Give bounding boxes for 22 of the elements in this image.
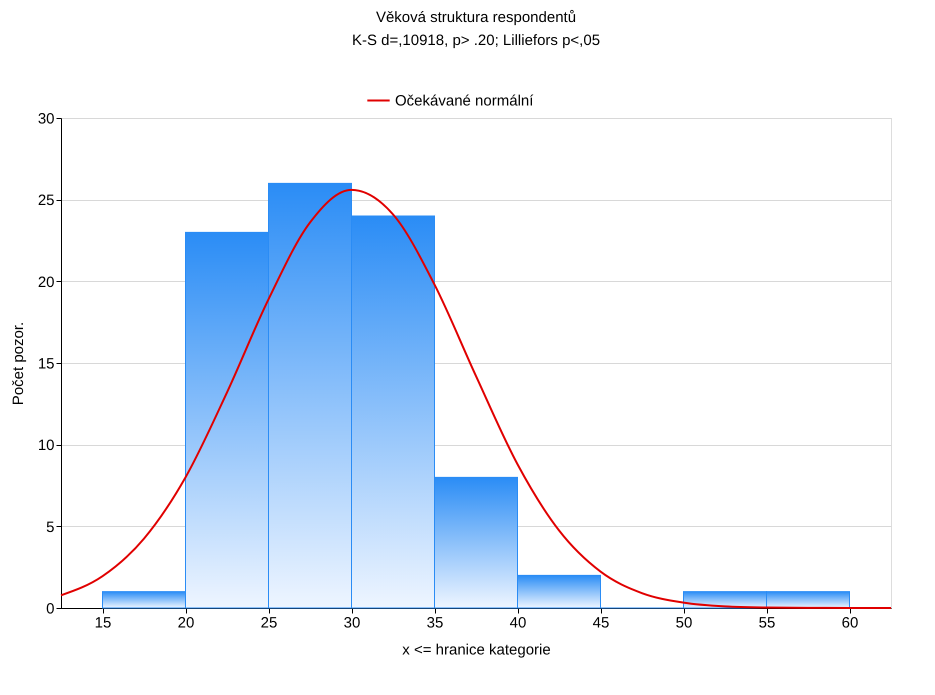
x-tick-label: 50 bbox=[676, 614, 692, 632]
legend-label: Očekávané normální bbox=[395, 92, 534, 110]
x-tick-label: 40 bbox=[510, 614, 526, 632]
x-tick-label: 35 bbox=[426, 614, 444, 632]
chart-subtitle: K-S d=,10918, p> .20; Lilliefors p<,05 bbox=[352, 32, 600, 49]
y-tick-label: 0 bbox=[46, 600, 54, 618]
y-tick-label: 15 bbox=[38, 356, 54, 372]
x-tick-label: 30 bbox=[344, 614, 360, 632]
y-axis-title: Počet pozor. bbox=[10, 322, 27, 406]
x-tick-label: 55 bbox=[758, 614, 776, 632]
y-tick-label: 30 bbox=[38, 110, 54, 128]
y-tick-label: 20 bbox=[38, 274, 54, 291]
x-tick-label: 45 bbox=[592, 614, 610, 632]
x-tick-label: 15 bbox=[94, 614, 112, 632]
x-tick-label: 20 bbox=[178, 614, 194, 632]
x-tick-label: 60 bbox=[842, 614, 858, 632]
y-tick-label: 10 bbox=[38, 437, 54, 454]
y-tick-label: 5 bbox=[46, 518, 54, 536]
chart-title: Věková struktura respondentů bbox=[376, 9, 576, 26]
x-axis-title: x <= hranice kategorie bbox=[402, 642, 551, 658]
x-tick-label: 25 bbox=[260, 614, 278, 632]
y-tick-label: 25 bbox=[38, 192, 54, 210]
